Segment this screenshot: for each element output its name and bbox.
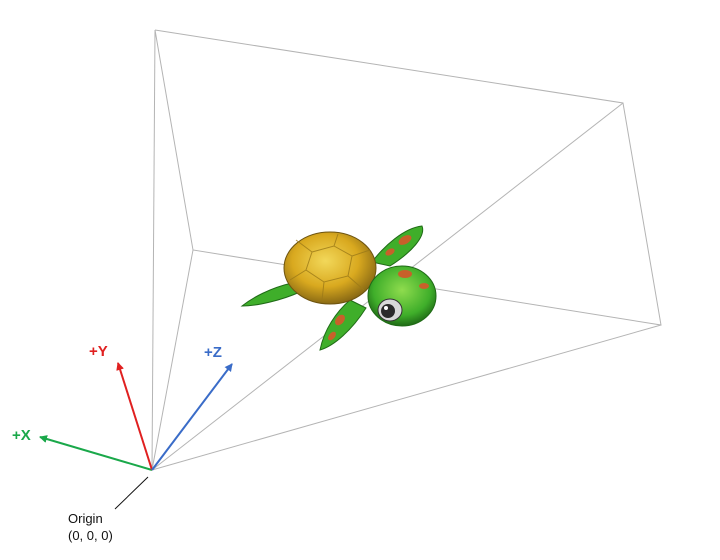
origin-callout: Origin (0, 0, 0) xyxy=(68,476,149,543)
turtle-front-flipper-bottom xyxy=(319,299,367,351)
origin-coordinates: (0, 0, 0) xyxy=(68,528,113,543)
y-axis-label: +Y xyxy=(89,343,108,360)
frustum-edge-bottom-left xyxy=(151,249,194,471)
z-axis-label: +Z xyxy=(204,344,222,361)
origin-label: Origin xyxy=(68,511,103,526)
origin-leader-line xyxy=(114,476,149,510)
y-axis-arrow xyxy=(116,362,153,471)
x-axis-label: +X xyxy=(12,427,31,444)
frustum-edge-bottom-right xyxy=(151,324,662,471)
z-axis-arrow xyxy=(151,363,233,471)
turtle-model xyxy=(240,225,437,351)
coordinate-axes: +X +Y +Z xyxy=(12,343,233,471)
x-axis-arrow xyxy=(39,435,153,471)
frustum-edge-top-left xyxy=(151,29,156,471)
turtle-back-flipper xyxy=(240,282,301,307)
turtle-shell xyxy=(283,231,377,305)
turtle-front-flipper-top xyxy=(371,225,424,267)
turtle-eye xyxy=(377,298,403,322)
